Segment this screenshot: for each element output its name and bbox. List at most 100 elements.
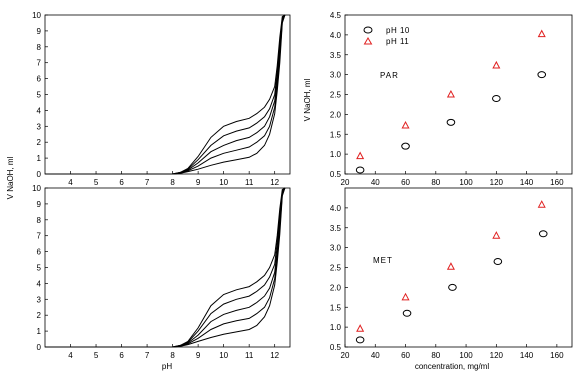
titration-top-left-y-tick-label: 9 [37, 27, 42, 36]
scatter-top-right-x-tick-label: 20 [341, 178, 350, 187]
titration-top-left-y-tick-label: 5 [37, 91, 42, 100]
scatter-top-right-point-ph10 [537, 71, 547, 79]
scatter-bottom-right-point-ph10 [355, 336, 365, 344]
titration-top-left-y-tick-label: 8 [37, 43, 42, 52]
titration-bottom-left-x-tick-label: 6 [119, 351, 124, 360]
scatter-bottom-right-point-ph11 [492, 231, 501, 239]
legend-circle-marker [363, 26, 373, 34]
titration-bottom-left-x-tick-label: 10 [219, 351, 228, 360]
titration-bottom-left-x-tick-label: 5 [94, 351, 99, 360]
scatter-top-right-point-ph10 [401, 142, 410, 150]
scatter-bottom-right-y-tick-label: 4.0 [330, 204, 342, 213]
scatter-top-right-y-tick-label: 3.0 [330, 71, 342, 80]
scatter-top-right-y-axis-title: V NaOH, ml [303, 78, 312, 121]
scatter-top-right-point-ph11 [356, 151, 365, 160]
scatter-top-right-y-tick-label: 3.5 [330, 51, 342, 60]
titration-bottom-left-y-tick-label: 9 [37, 200, 42, 209]
titration-bottom-left-x-tick-label: 11 [245, 351, 254, 360]
titration-top-left-x-tick-label: 5 [94, 178, 99, 187]
scatter-bottom-right-x-axis-title: concentration, mg/ml [415, 362, 489, 371]
titration-bottom-left-ticks [45, 187, 276, 348]
titration-bottom-left-y-tick-label: 10 [32, 184, 41, 193]
titration-top-left-x-tick-label: 7 [145, 178, 150, 187]
titration-top-left-curve-3 [45, 14, 286, 175]
scatter-bottom-right-x-tick-label: 100 [459, 351, 473, 360]
titration-top-left-x-tick-label: 9 [196, 178, 201, 187]
scatter-top-right-y-tick-label: 1.5 [330, 130, 342, 139]
scatter-top-right-point-ph10 [355, 166, 365, 174]
scatter-top-right-frame [344, 14, 573, 175]
legend-triangle-marker [363, 37, 373, 45]
titration-top-left-ticks [45, 14, 276, 175]
scatter-bottom-right-x-tick-label: 60 [401, 351, 410, 360]
titration-bottom-left-frame [44, 187, 291, 348]
titration-bottom-left-x-tick-label: 4 [68, 351, 73, 360]
titration-top-left-y-tick-label: 0 [37, 170, 42, 179]
titration-bottom-left-curve-4 [45, 187, 286, 348]
scatter-top-right-y-tick-label: 0.5 [330, 170, 342, 179]
scatter-top-right-y-tick-label: 2.5 [330, 91, 342, 100]
scatter-top-right-x-tick-label: 160 [550, 178, 564, 187]
titration-bottom-left-x-tick-label: 12 [270, 351, 279, 360]
scatter-bottom-right-y-tick-label: 0.5 [330, 343, 342, 352]
scatter-top-right-x-tick-label: 60 [401, 178, 410, 187]
scatter-bottom-right-y-tick-label: 3.0 [330, 244, 342, 253]
scatter-top-right-point-ph10 [446, 118, 456, 126]
titration-top-left-x-tick-label: 12 [270, 178, 279, 187]
titration-bottom-left-y-tick-label: 6 [37, 248, 42, 257]
scatter-top-right-point-ph11 [446, 89, 455, 98]
titration-bottom-left-curve-3 [45, 187, 286, 348]
titration-top-left-curve-4 [45, 14, 286, 175]
scatter-bottom-right-y-tick-label: 1.0 [330, 323, 342, 332]
titration-bottom-left-curves [45, 187, 286, 348]
titration-top-left-y-tick-label: 1 [37, 154, 42, 163]
scatter-bottom-right-x-tick-label: 120 [490, 351, 504, 360]
scatter-bottom-right-annotation: MET [373, 256, 393, 265]
titration-top-left-y-tick-label: 7 [37, 59, 42, 68]
scatter-top-right-x-tick-label: 100 [459, 178, 473, 187]
titration-bottom-left-x-axis-title: pH [162, 362, 172, 371]
titration-bottom-left-x-tick-label: 9 [196, 351, 201, 360]
scatter-bottom-right-point-ph11 [401, 292, 410, 301]
legend-entry-ph11: pH 11 [386, 37, 409, 46]
titration-bottom-left-curve-1 [45, 187, 286, 348]
titration-bottom-left-y-tick-label: 7 [37, 232, 42, 241]
titration-bottom-left-y-tick-label: 5 [37, 264, 42, 273]
scatter-top-right-y-tick-label: 1.0 [330, 150, 342, 159]
titration-top-left-curve-1 [45, 14, 286, 175]
titration-top-left-x-tick-label: 6 [119, 178, 124, 187]
scatter-top-right-x-tick-label: 40 [371, 178, 380, 187]
scatter-bottom-right-x-tick-label: 80 [431, 351, 440, 360]
scatter-top-right-tick-labels: 20 40 60 80 100 120 140 160 0.5 1.0 1.5 2.0 2.5 3.0 3.… [330, 11, 564, 187]
scatter-top-right-x-tick-label: 140 [520, 178, 534, 187]
titration-top-left-y-tick-label: 2 [37, 138, 42, 147]
titration-bottom-left-curve-2 [45, 187, 286, 348]
titration-top-left-y-tick-label: 4 [37, 106, 42, 115]
scatter-top-right-point-ph11 [537, 29, 546, 38]
scatter-bottom-right-x-tick-label: 140 [520, 351, 534, 360]
titration-bottom-left-y-tick-label: 4 [37, 279, 42, 288]
scatter-bottom-right-y-tick-label: 1.5 [330, 303, 342, 312]
scatter-bottom-right-x-tick-label: 20 [341, 351, 350, 360]
titration-top-left-x-tick-label: 4 [68, 178, 73, 187]
scatter-bottom-right-point-ph10 [538, 230, 548, 238]
scatter-bottom-right-x-tick-label: 160 [550, 351, 564, 360]
titration-top-left-y-tick-label: 10 [32, 11, 41, 20]
scatter-bottom-right-tick-labels: 20 40 60 80 100 120 140 160 0.5 1.0 1.5 2.0 2.5 3.0 3.… [330, 204, 564, 360]
titration-bottom-left-y-tick-label: 1 [37, 327, 42, 336]
scatter-bottom-right-point-ph11 [356, 324, 365, 332]
left-y-axis-title: V NaOH, ml [6, 156, 15, 199]
scatter-top-right-point-ph11 [492, 60, 501, 69]
scatter-bottom-right-point-ph11 [537, 200, 546, 208]
scatter-top-right-y-tick-label: 4.5 [330, 11, 342, 20]
scatter-bottom-right-panel: 20 40 60 80 100 120 140 160 0.5 1.0 1.5 2.0 2.5 3.0 3.… [330, 187, 573, 371]
titration-top-left-x-tick-label: 11 [245, 178, 254, 187]
titration-top-left-frame [44, 14, 291, 175]
scatter-top-right-points [355, 29, 547, 174]
scatter-bottom-right-y-tick-label: 3.5 [330, 224, 342, 233]
scatter-bottom-right-x-tick-label: 40 [371, 351, 380, 360]
